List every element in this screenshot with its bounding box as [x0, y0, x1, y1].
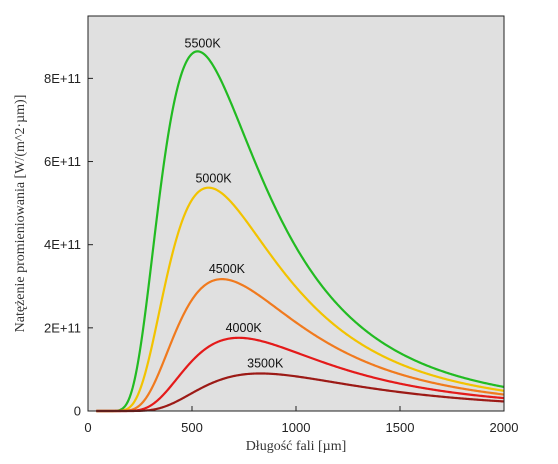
curve-4000k	[96, 336, 505, 413]
y-tick-label: 0	[74, 404, 81, 419]
x-tick-label: 1500	[386, 420, 415, 435]
y-tick-label: 4E+11	[44, 237, 81, 252]
curve-labels: 5500K 5000K 4500K 4000K 3500K	[185, 36, 284, 370]
curve-label-4500k: 4500K	[209, 262, 246, 276]
curve-label-5500k: 5500K	[185, 36, 222, 50]
curve-label-5000k: 5000K	[195, 172, 232, 186]
curve-5000k	[96, 186, 505, 413]
x-tick-label: 500	[181, 420, 203, 435]
y-tick-label: 2E+11	[44, 320, 81, 335]
curve-4500k	[96, 278, 505, 413]
y-axis-title: Natężenie promieniowania [W/(m^2·µm)]	[13, 95, 28, 333]
x-tick-label: 0	[84, 420, 91, 435]
x-tick-label: 1000	[282, 420, 311, 435]
x-axis-title: Długość fali [µm]	[246, 439, 347, 454]
curve-label-3500k: 3500K	[247, 356, 284, 370]
x-tick-label: 2000	[490, 420, 519, 435]
y-tick-label: 6E+11	[44, 154, 81, 169]
curve-5500k	[96, 50, 505, 413]
x-axis: 0 500 1000 1500 2000	[84, 406, 518, 435]
curves-group	[96, 50, 505, 413]
y-tick-label: 8E+11	[44, 71, 81, 86]
y-axis: 0 2E+11 4E+11 6E+11 8E+11	[44, 71, 93, 419]
curve-label-4000k: 4000K	[226, 321, 263, 335]
curve-3500k	[96, 372, 505, 413]
